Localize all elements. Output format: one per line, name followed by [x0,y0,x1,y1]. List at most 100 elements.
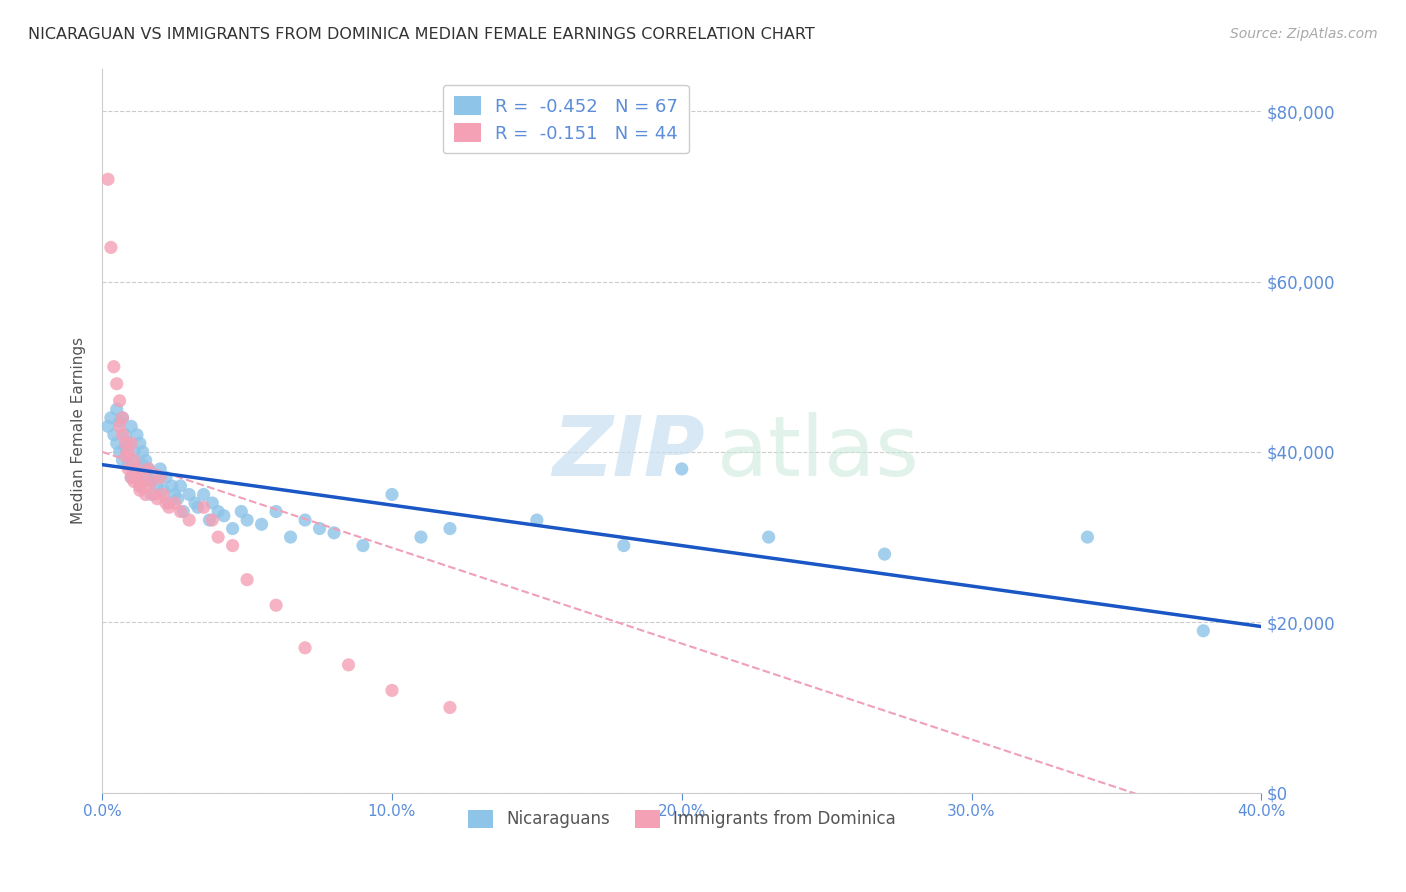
Point [212,508,235,523]
Point [111,453,134,467]
Point [120,470,142,484]
Point [613,539,636,553]
Point [294,513,316,527]
Legend: Nicaraguans, Immigrants from Dominica: Nicaraguans, Immigrants from Dominica [461,803,903,835]
Point [264,504,287,518]
Point [111,410,134,425]
Point [135,453,157,467]
Point [155,470,177,484]
Text: atlas: atlas [717,412,918,492]
Point [201,496,224,510]
Point [141,487,163,501]
Point [758,530,780,544]
Point [439,700,461,714]
Point [122,453,145,467]
Point [135,470,157,484]
Point [132,445,155,459]
Point [236,573,259,587]
Point [117,436,139,450]
Point [114,449,136,463]
Point [105,436,128,450]
Point [671,462,693,476]
Point [143,470,166,484]
Point [264,599,287,613]
Y-axis label: Median Female Earnings: Median Female Earnings [72,337,86,524]
Point [117,458,139,472]
Point [160,479,183,493]
Point [169,504,191,518]
Point [103,359,125,374]
Point [143,487,166,501]
Point [201,513,224,527]
Point [873,547,896,561]
Point [146,479,169,493]
Point [111,427,134,442]
Point [100,240,122,254]
Point [97,419,120,434]
Point [132,458,155,472]
Point [114,441,136,455]
Point [105,376,128,391]
Point [381,487,404,501]
Point [125,427,148,442]
Point [108,393,131,408]
Point [114,436,136,450]
Point [125,470,148,484]
Point [135,487,157,501]
Point [122,445,145,459]
Point [122,475,145,489]
Point [193,487,215,501]
Point [128,483,150,498]
Point [1076,530,1098,544]
Text: Source: ZipAtlas.com: Source: ZipAtlas.com [1230,27,1378,41]
Point [120,419,142,434]
Text: NICARAGUAN VS IMMIGRANTS FROM DOMINICA MEDIAN FEMALE EARNINGS CORRELATION CHART: NICARAGUAN VS IMMIGRANTS FROM DOMINICA M… [28,27,815,42]
Point [337,657,360,672]
Point [526,513,548,527]
Point [132,470,155,484]
Point [409,530,432,544]
Point [149,462,172,476]
Point [294,640,316,655]
Point [381,683,404,698]
Point [128,436,150,450]
Point [120,470,142,484]
Point [141,475,163,489]
Point [117,445,139,459]
Point [114,427,136,442]
Point [138,462,160,476]
Point [172,504,194,518]
Point [108,415,131,429]
Point [152,487,174,501]
Point [125,462,148,476]
Point [108,445,131,459]
Point [207,530,229,544]
Point [179,487,201,501]
Point [184,496,207,510]
Point [323,525,346,540]
Point [117,462,139,476]
Point [157,500,180,515]
Point [122,453,145,467]
Point [100,410,122,425]
Text: ZIP: ZIP [553,412,704,492]
Point [1192,624,1215,638]
Point [149,470,172,484]
Point [128,479,150,493]
Point [108,419,131,434]
Point [120,436,142,450]
Point [166,491,188,506]
Point [105,402,128,417]
Point [179,513,201,527]
Point [231,504,253,518]
Point [97,172,120,186]
Point [169,479,191,493]
Point [163,487,186,501]
Point [221,539,243,553]
Point [141,475,163,489]
Point [157,496,180,510]
Point [128,479,150,493]
Point [111,410,134,425]
Point [439,522,461,536]
Point [308,522,330,536]
